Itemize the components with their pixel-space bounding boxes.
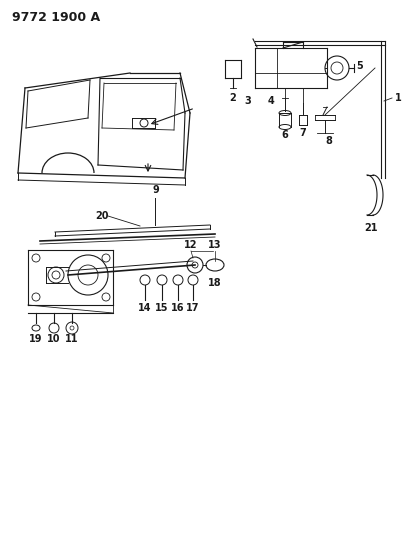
Text: 17: 17 xyxy=(186,303,199,313)
Text: 20: 20 xyxy=(95,211,108,221)
Text: 12: 12 xyxy=(184,240,197,250)
Text: 1: 1 xyxy=(394,93,401,103)
Text: 7: 7 xyxy=(299,128,306,138)
Text: 6: 6 xyxy=(281,130,288,140)
Text: 9: 9 xyxy=(152,185,159,195)
Text: 8: 8 xyxy=(325,136,332,146)
Text: 14: 14 xyxy=(138,303,151,313)
Text: 13: 13 xyxy=(208,240,221,250)
Text: 2: 2 xyxy=(229,93,236,103)
Text: 19: 19 xyxy=(29,334,43,344)
Text: 11: 11 xyxy=(65,334,79,344)
Text: 15: 15 xyxy=(155,303,169,313)
Text: 3: 3 xyxy=(244,96,251,106)
Text: 21: 21 xyxy=(363,223,377,233)
Text: 18: 18 xyxy=(208,278,221,288)
Text: 16: 16 xyxy=(171,303,184,313)
Text: 4: 4 xyxy=(267,96,274,106)
Text: 9772 1900 A: 9772 1900 A xyxy=(12,11,100,24)
Text: 5: 5 xyxy=(355,61,362,71)
Text: 10: 10 xyxy=(47,334,61,344)
